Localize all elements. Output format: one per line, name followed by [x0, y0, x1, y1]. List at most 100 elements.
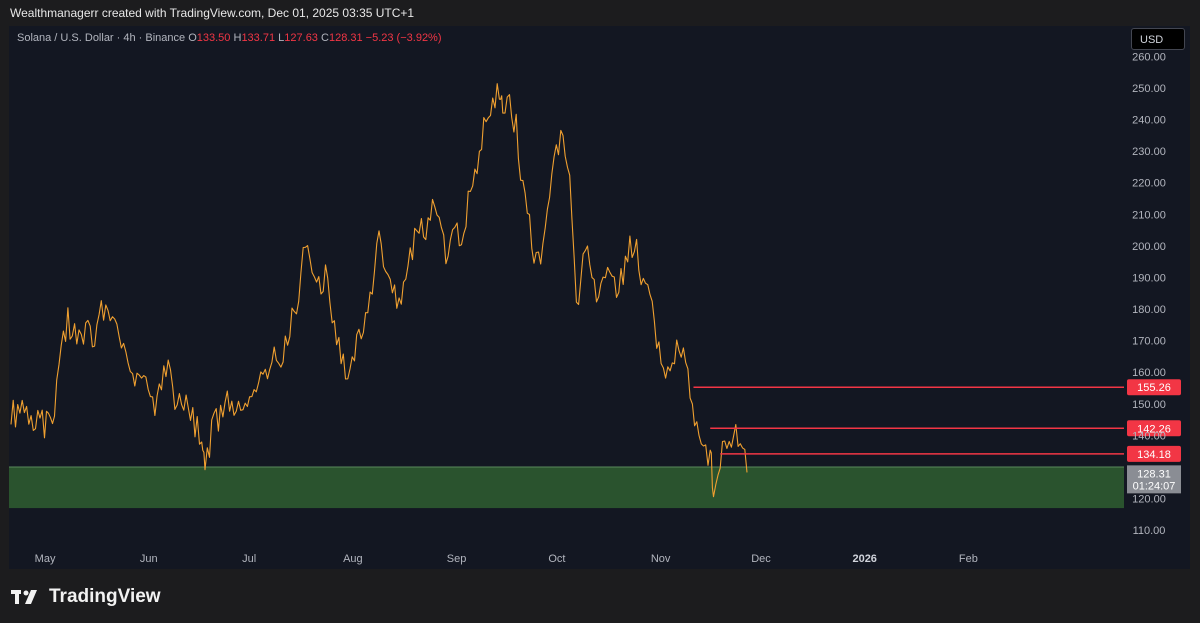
price-point [148, 397, 149, 398]
price-point [710, 454, 711, 455]
price-point [225, 403, 226, 404]
price-point [54, 410, 55, 411]
price-point [238, 410, 239, 411]
price-point [365, 321, 366, 322]
price-point [696, 435, 697, 436]
price-point [10, 410, 11, 411]
price-point [669, 365, 670, 366]
price-point [398, 302, 399, 303]
price-point [663, 372, 664, 373]
y-tick-label: 190.00 [1132, 272, 1166, 284]
price-point [746, 472, 747, 473]
y-tick-label: 150.00 [1132, 399, 1166, 411]
price-point [439, 229, 440, 230]
y-tick-label: 240.00 [1132, 115, 1166, 127]
support-zone [9, 467, 1124, 509]
last-price-bg [1127, 465, 1181, 494]
price-point [623, 271, 624, 272]
resistance-label-bg [1127, 420, 1181, 437]
price-point [265, 372, 266, 373]
price-point [318, 290, 319, 291]
price-point [141, 372, 142, 373]
x-tick-label: Feb [959, 553, 978, 565]
price-point [24, 403, 25, 404]
price-point [536, 264, 537, 265]
chart-area[interactable]: 155.26 142.26 134.18 260.00 250.00 240.00 230.… [9, 26, 1190, 569]
y-tick-label: 210.00 [1132, 209, 1166, 221]
price-point [298, 293, 299, 294]
open-value: 133.50 [196, 32, 231, 44]
y-tick-label: 140.00 [1132, 430, 1166, 442]
currency-button[interactable]: USD [1131, 28, 1185, 50]
tradingview-logo: TradingView [11, 586, 161, 608]
price-point [114, 321, 115, 322]
resistance-label: 142.26 [1137, 423, 1171, 435]
price-chart[interactable]: 155.26 142.26 134.18 260.00 250.00 240.00 230.… [9, 26, 1190, 569]
resistance-label: 134.18 [1137, 449, 1171, 461]
close-value: 128.31 [328, 32, 363, 44]
price-point [285, 346, 286, 347]
price-point [181, 394, 182, 395]
change-value: −5.23 (−3.92%) [365, 32, 442, 44]
high-value: 133.71 [241, 32, 276, 44]
price-point [636, 252, 637, 253]
price-point [479, 150, 480, 151]
price-point [378, 233, 379, 234]
price-point [549, 198, 550, 199]
price-point [703, 447, 704, 448]
price-point [522, 188, 523, 189]
x-tick-label: Jul [242, 553, 256, 565]
price-point [278, 365, 279, 366]
price-point [542, 245, 543, 246]
price-point [231, 397, 232, 398]
price-point [485, 113, 486, 114]
price-point [569, 176, 570, 177]
y-tick-label: 170.00 [1132, 336, 1166, 348]
resistance-label-bg [1127, 445, 1181, 462]
price-point [459, 239, 460, 240]
price-point [372, 290, 373, 291]
price-point [201, 441, 202, 442]
price-point [472, 182, 473, 183]
price-point [94, 353, 95, 354]
price-point [332, 315, 333, 316]
y-tick-label: 220.00 [1132, 178, 1166, 190]
x-tick-label: Oct [548, 553, 565, 565]
price-point [492, 100, 493, 101]
chart-credit: Wealthmanagerr created with TradingView.… [10, 6, 415, 20]
price-point [37, 413, 38, 414]
price-point [81, 346, 82, 347]
brand-name: TradingView [49, 586, 161, 607]
y-tick-label: 260.00 [1132, 51, 1166, 63]
price-point [87, 327, 88, 328]
price-point [629, 245, 630, 246]
price-point [412, 245, 413, 246]
price-point [432, 207, 433, 208]
price-point [67, 321, 68, 322]
symbol-title: Solana / U.S. Dollar · 4h · Binance [17, 32, 186, 44]
x-tick-label: Sep [447, 553, 467, 565]
price-point [251, 403, 252, 404]
tradingview-logo-icon [11, 590, 37, 604]
price-point [61, 340, 62, 341]
price-point [168, 365, 169, 366]
x-tick-label: May [35, 553, 56, 565]
price-point [107, 302, 108, 303]
price-point [582, 258, 583, 259]
resistance-label-bg [1127, 379, 1181, 396]
y-tick-label: 110.00 [1133, 525, 1166, 537]
high-label: H [233, 32, 242, 44]
price-point [616, 283, 617, 284]
price-point [643, 290, 644, 291]
x-tick-label: Dec [751, 553, 771, 565]
price-point [726, 441, 727, 442]
price-point [121, 340, 122, 341]
price-point [392, 290, 393, 291]
price-point [516, 125, 517, 126]
symbol-legend: Solana / U.S. Dollar · 4h · Binance O133… [17, 32, 442, 44]
price-point [676, 346, 677, 347]
price-point [385, 271, 386, 272]
price-point [649, 290, 650, 291]
price-point [305, 233, 306, 234]
price-point [596, 296, 597, 297]
